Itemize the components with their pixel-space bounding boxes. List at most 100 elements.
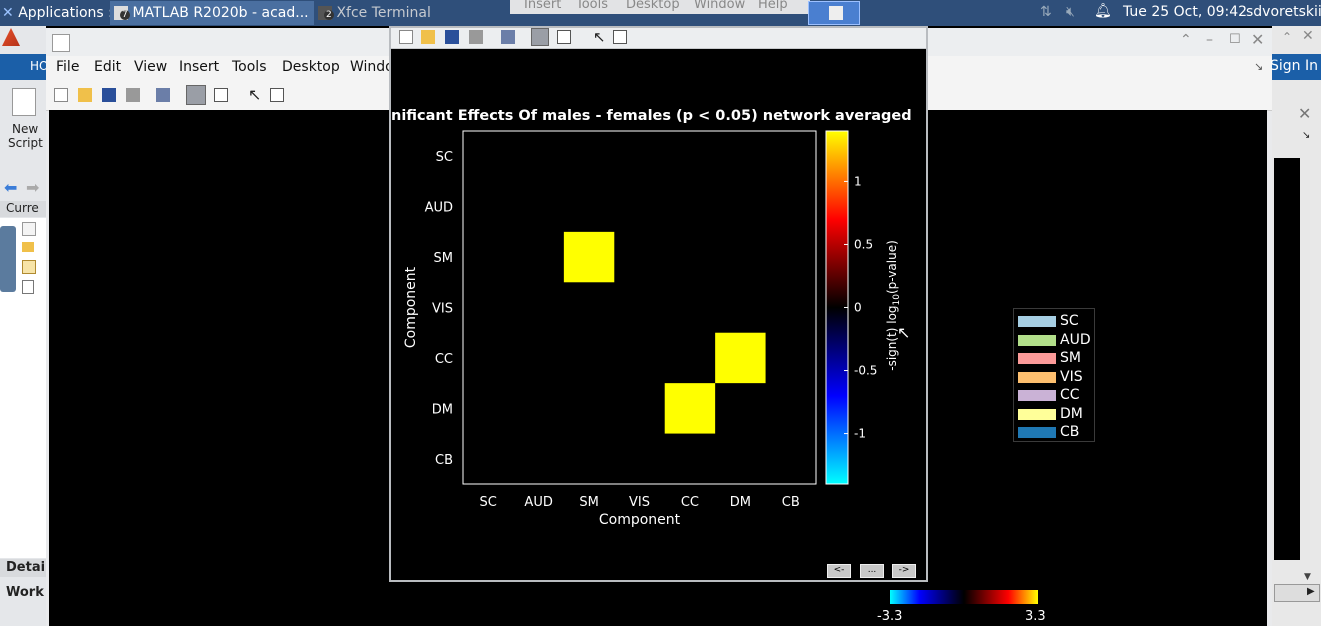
mouse-cursor-icon: ↖ <box>897 323 910 342</box>
task-matlab[interactable]: 7 MATLAB R2020b - acad... <box>110 1 314 25</box>
volume-muted-icon[interactable]: 🔇︎ <box>1066 4 1075 20</box>
x-tick-label: CB <box>782 495 800 510</box>
task-terminal[interactable]: 2 Xfce Terminal <box>316 1 508 25</box>
y-tick-label: SM <box>434 251 453 266</box>
legend-toggle-icon[interactable] <box>214 88 228 102</box>
property-editor-icon[interactable] <box>613 30 627 44</box>
save-icon[interactable] <box>445 30 459 44</box>
overlap-menu-window: Window <box>694 0 746 12</box>
new-figure-icon[interactable] <box>54 88 68 102</box>
window-restore-icon[interactable]: ⌃ <box>1282 30 1293 44</box>
task-count-badge: 7 <box>120 10 130 20</box>
overlap-menu-help: Help <box>758 0 788 12</box>
forward-arrow-icon[interactable]: ➡ <box>26 178 40 197</box>
overlapped-window-menubar: Insert Tools Desktop Window Help <box>510 0 810 14</box>
prev-page-button[interactable]: <- <box>827 564 851 578</box>
legend-swatch <box>1018 427 1056 438</box>
horizontal-scrollbar[interactable]: ▶ <box>1274 584 1320 602</box>
collapse-icon[interactable]: ⌃ <box>1180 32 1192 48</box>
menu-view[interactable]: View <box>134 59 168 75</box>
legend-swatch <box>1018 334 1056 346</box>
heatmap-cell-cc-dm <box>715 332 766 384</box>
user-menu[interactable]: sdvoretskii <box>1246 4 1321 20</box>
sign-in-button[interactable]: Sign In <box>1270 58 1318 74</box>
workspace-switcher[interactable] <box>808 1 860 25</box>
pointer-tool-icon[interactable]: ↖ <box>593 28 606 46</box>
workspace-header[interactable]: Work <box>0 584 46 602</box>
notification-bell-icon[interactable]: 🔔︎ <box>1094 3 1112 19</box>
front-figure-toolbar: ↖ <box>391 28 926 49</box>
current-folder-list[interactable] <box>0 218 46 558</box>
pin-icon[interactable]: ↘ <box>1254 60 1264 73</box>
overlap-menu-desktop: Desktop <box>626 0 680 12</box>
legend-swatch <box>1018 371 1056 383</box>
panel-close-icon[interactable]: ✕ <box>1298 104 1312 123</box>
colorbar-label-subscript: 10 <box>892 294 902 306</box>
menu-window[interactable]: Windo <box>350 59 394 75</box>
window-close-icon[interactable]: ✕ <box>1302 28 1314 44</box>
pointer-tool-icon[interactable]: ↖ <box>248 85 262 104</box>
y-tick-label: AUD <box>425 201 453 216</box>
open-file-icon[interactable] <box>421 30 435 44</box>
x-tick-label: CC <box>681 495 699 510</box>
close-icon[interactable]: ✕ <box>1251 30 1265 49</box>
grid-file-icon <box>22 260 36 274</box>
menu-insert[interactable]: Insert <box>179 59 220 75</box>
x-tick-label: DM <box>730 495 751 510</box>
overlap-menu-insert: Insert <box>524 0 562 12</box>
colorbar-tick-label: -1 <box>854 427 866 441</box>
maximize-icon[interactable]: ☐ <box>1229 32 1241 47</box>
legend-swatch <box>1018 390 1056 401</box>
colorbar-toggle-icon[interactable] <box>186 85 206 105</box>
menu-tools[interactable]: Tools <box>232 59 267 75</box>
link-plot-icon[interactable] <box>156 88 170 102</box>
open-file-icon[interactable] <box>78 88 92 102</box>
colorbar-toggle-icon[interactable] <box>531 28 549 46</box>
colorbar-label: -sign(t) log10(p-value) <box>885 240 902 371</box>
x-axis-label: Component <box>599 512 681 528</box>
legend-swatch <box>1018 316 1056 327</box>
new-script-button[interactable]: New Script <box>4 86 46 156</box>
next-page-button[interactable]: -> <box>892 564 916 578</box>
matlab-logo-icon <box>2 28 20 46</box>
applications-menu[interactable]: ✕ Applications : <box>2 1 113 25</box>
network-legend-panel: SC AUD SM VIS CC DM CB <box>1013 308 1095 442</box>
menu-edit[interactable]: Edit <box>94 59 122 75</box>
heatmap-chart: SC AUD SM VIS CC DM CB SC AUD SM VIS CC DM CB Componen… <box>403 130 910 528</box>
print-icon[interactable] <box>469 30 483 44</box>
legend-toggle-icon[interactable] <box>557 30 571 44</box>
new-figure-icon[interactable] <box>399 30 413 44</box>
save-icon[interactable] <box>102 88 116 102</box>
minimize-icon[interactable]: – <box>1206 32 1213 48</box>
details-header[interactable]: Detai <box>0 559 46 577</box>
back-arrow-icon[interactable]: ⬅ <box>4 178 18 197</box>
scroll-down-icon[interactable]: ▼ <box>1304 572 1311 582</box>
side-collapse-handle[interactable] <box>0 226 16 292</box>
y-tick-label: VIS <box>432 302 453 317</box>
link-plot-icon[interactable] <box>501 30 515 44</box>
legend-label: SC <box>1060 313 1079 329</box>
bottom-colorbar-min: -3.3 <box>877 609 903 624</box>
property-editor-icon[interactable] <box>270 88 284 102</box>
y-tick-label: SC <box>436 150 453 165</box>
figure-title: nificant Effects Of males - females (p <… <box>391 108 912 124</box>
panel-pin-icon[interactable]: ↘ <box>1302 130 1311 141</box>
bottom-colorbar-max: 3.3 <box>1025 609 1046 624</box>
y-tick-label: CB <box>435 453 453 468</box>
clock[interactable]: Tue 25 Oct, 09:42 <box>1123 4 1248 20</box>
x-tick-label: AUD <box>524 495 552 510</box>
matlab-task-icon: 7 <box>114 6 130 20</box>
colorbar-tick-label: -0.5 <box>854 364 877 378</box>
x-tick-label: VIS <box>629 495 650 510</box>
menu-file[interactable]: File <box>56 59 80 75</box>
more-button[interactable]: ... <box>860 564 884 578</box>
tab-home[interactable]: HO <box>30 59 49 73</box>
matlab-desktop-right: ⌃ ✕ Sign In ✕ ↘ ▼ ▶ <box>1270 26 1321 626</box>
workspace-window-icon <box>829 6 843 20</box>
scroll-right-icon[interactable]: ▶ <box>1307 586 1315 597</box>
print-icon[interactable] <box>126 88 140 102</box>
taskbar-panel: ✕ Applications : 7 MATLAB R2020b - acad.… <box>0 0 1321 26</box>
menu-desktop[interactable]: Desktop <box>282 59 340 75</box>
x-tick-label: SC <box>480 495 497 510</box>
network-icon[interactable]: ⇅ <box>1040 4 1052 20</box>
